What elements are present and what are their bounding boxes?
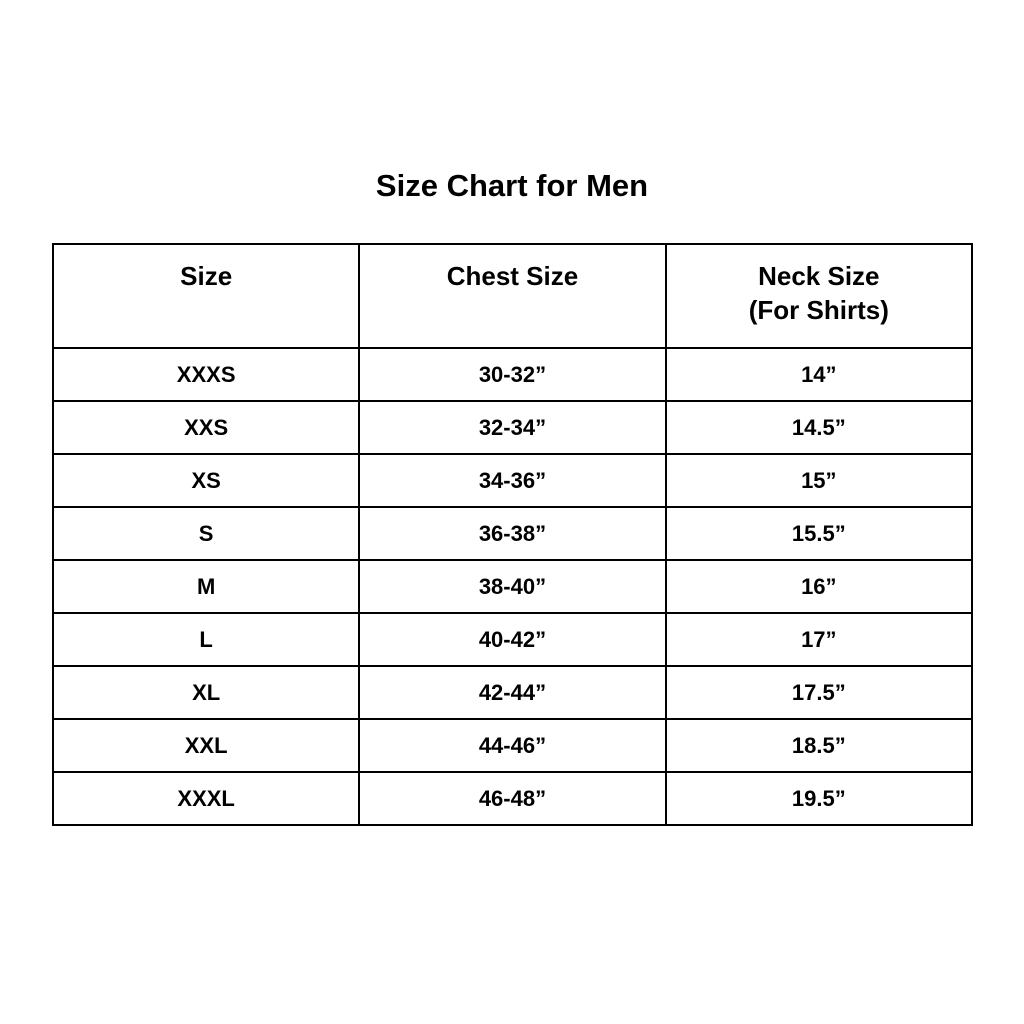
header-chest-size: Chest Size xyxy=(358,243,667,349)
size-cell: S xyxy=(51,506,361,561)
chest-size-cell: 40-42” xyxy=(358,612,667,667)
table-row: XXXS 30-32” 14” xyxy=(51,347,974,402)
neck-size-cell: 14” xyxy=(664,347,974,402)
header-neck-size-note: (For Shirts) xyxy=(748,295,889,325)
neck-size-cell: 14.5” xyxy=(664,400,974,455)
neck-size-cell: 19.5” xyxy=(664,771,974,826)
neck-size-cell: 17” xyxy=(664,612,974,667)
chest-size-cell: 38-40” xyxy=(358,559,667,614)
chest-size-cell: 44-46” xyxy=(358,718,667,773)
size-cell: XXXS xyxy=(51,347,361,402)
size-cell: XS xyxy=(51,453,361,508)
header-size: Size xyxy=(51,243,361,349)
chest-size-cell: 34-36” xyxy=(358,453,667,508)
size-cell: M xyxy=(51,559,361,614)
size-cell: XL xyxy=(51,665,361,720)
table-row: XS 34-36” 15” xyxy=(51,453,974,508)
table-row: XXXL 46-48” 19.5” xyxy=(51,771,974,826)
table-row: M 38-40” 16” xyxy=(51,559,974,614)
header-neck-size: Neck Size (For Shirts) xyxy=(664,243,974,349)
neck-size-cell: 18.5” xyxy=(664,718,974,773)
size-cell: XXXL xyxy=(51,771,361,826)
neck-size-cell: 17.5” xyxy=(664,665,974,720)
size-cell: XXL xyxy=(51,718,361,773)
chest-size-cell: 46-48” xyxy=(358,771,667,826)
chest-size-cell: 42-44” xyxy=(358,665,667,720)
chest-size-cell: 32-34” xyxy=(358,400,667,455)
table-row: L 40-42” 17” xyxy=(51,612,974,667)
size-cell: L xyxy=(51,612,361,667)
neck-size-cell: 15” xyxy=(664,453,974,508)
neck-size-cell: 15.5” xyxy=(664,506,974,561)
chest-size-cell: 30-32” xyxy=(358,347,667,402)
size-cell: XXS xyxy=(51,400,361,455)
page-title: Size Chart for Men xyxy=(375,168,649,203)
neck-size-cell: 16” xyxy=(664,559,974,614)
header-neck-size-label: Neck Size xyxy=(758,261,880,291)
table-row: XXL 44-46” 18.5” xyxy=(51,718,974,773)
chest-size-cell: 36-38” xyxy=(358,506,667,561)
size-table: Size Chest Size Neck Size (For Shirts) X… xyxy=(51,243,974,826)
table-header-row: Size Chest Size Neck Size (For Shirts) xyxy=(51,243,974,349)
table-row: S 36-38” 15.5” xyxy=(51,506,974,561)
table-row: XL 42-44” 17.5” xyxy=(51,665,974,720)
table-row: XXS 32-34” 14.5” xyxy=(51,400,974,455)
